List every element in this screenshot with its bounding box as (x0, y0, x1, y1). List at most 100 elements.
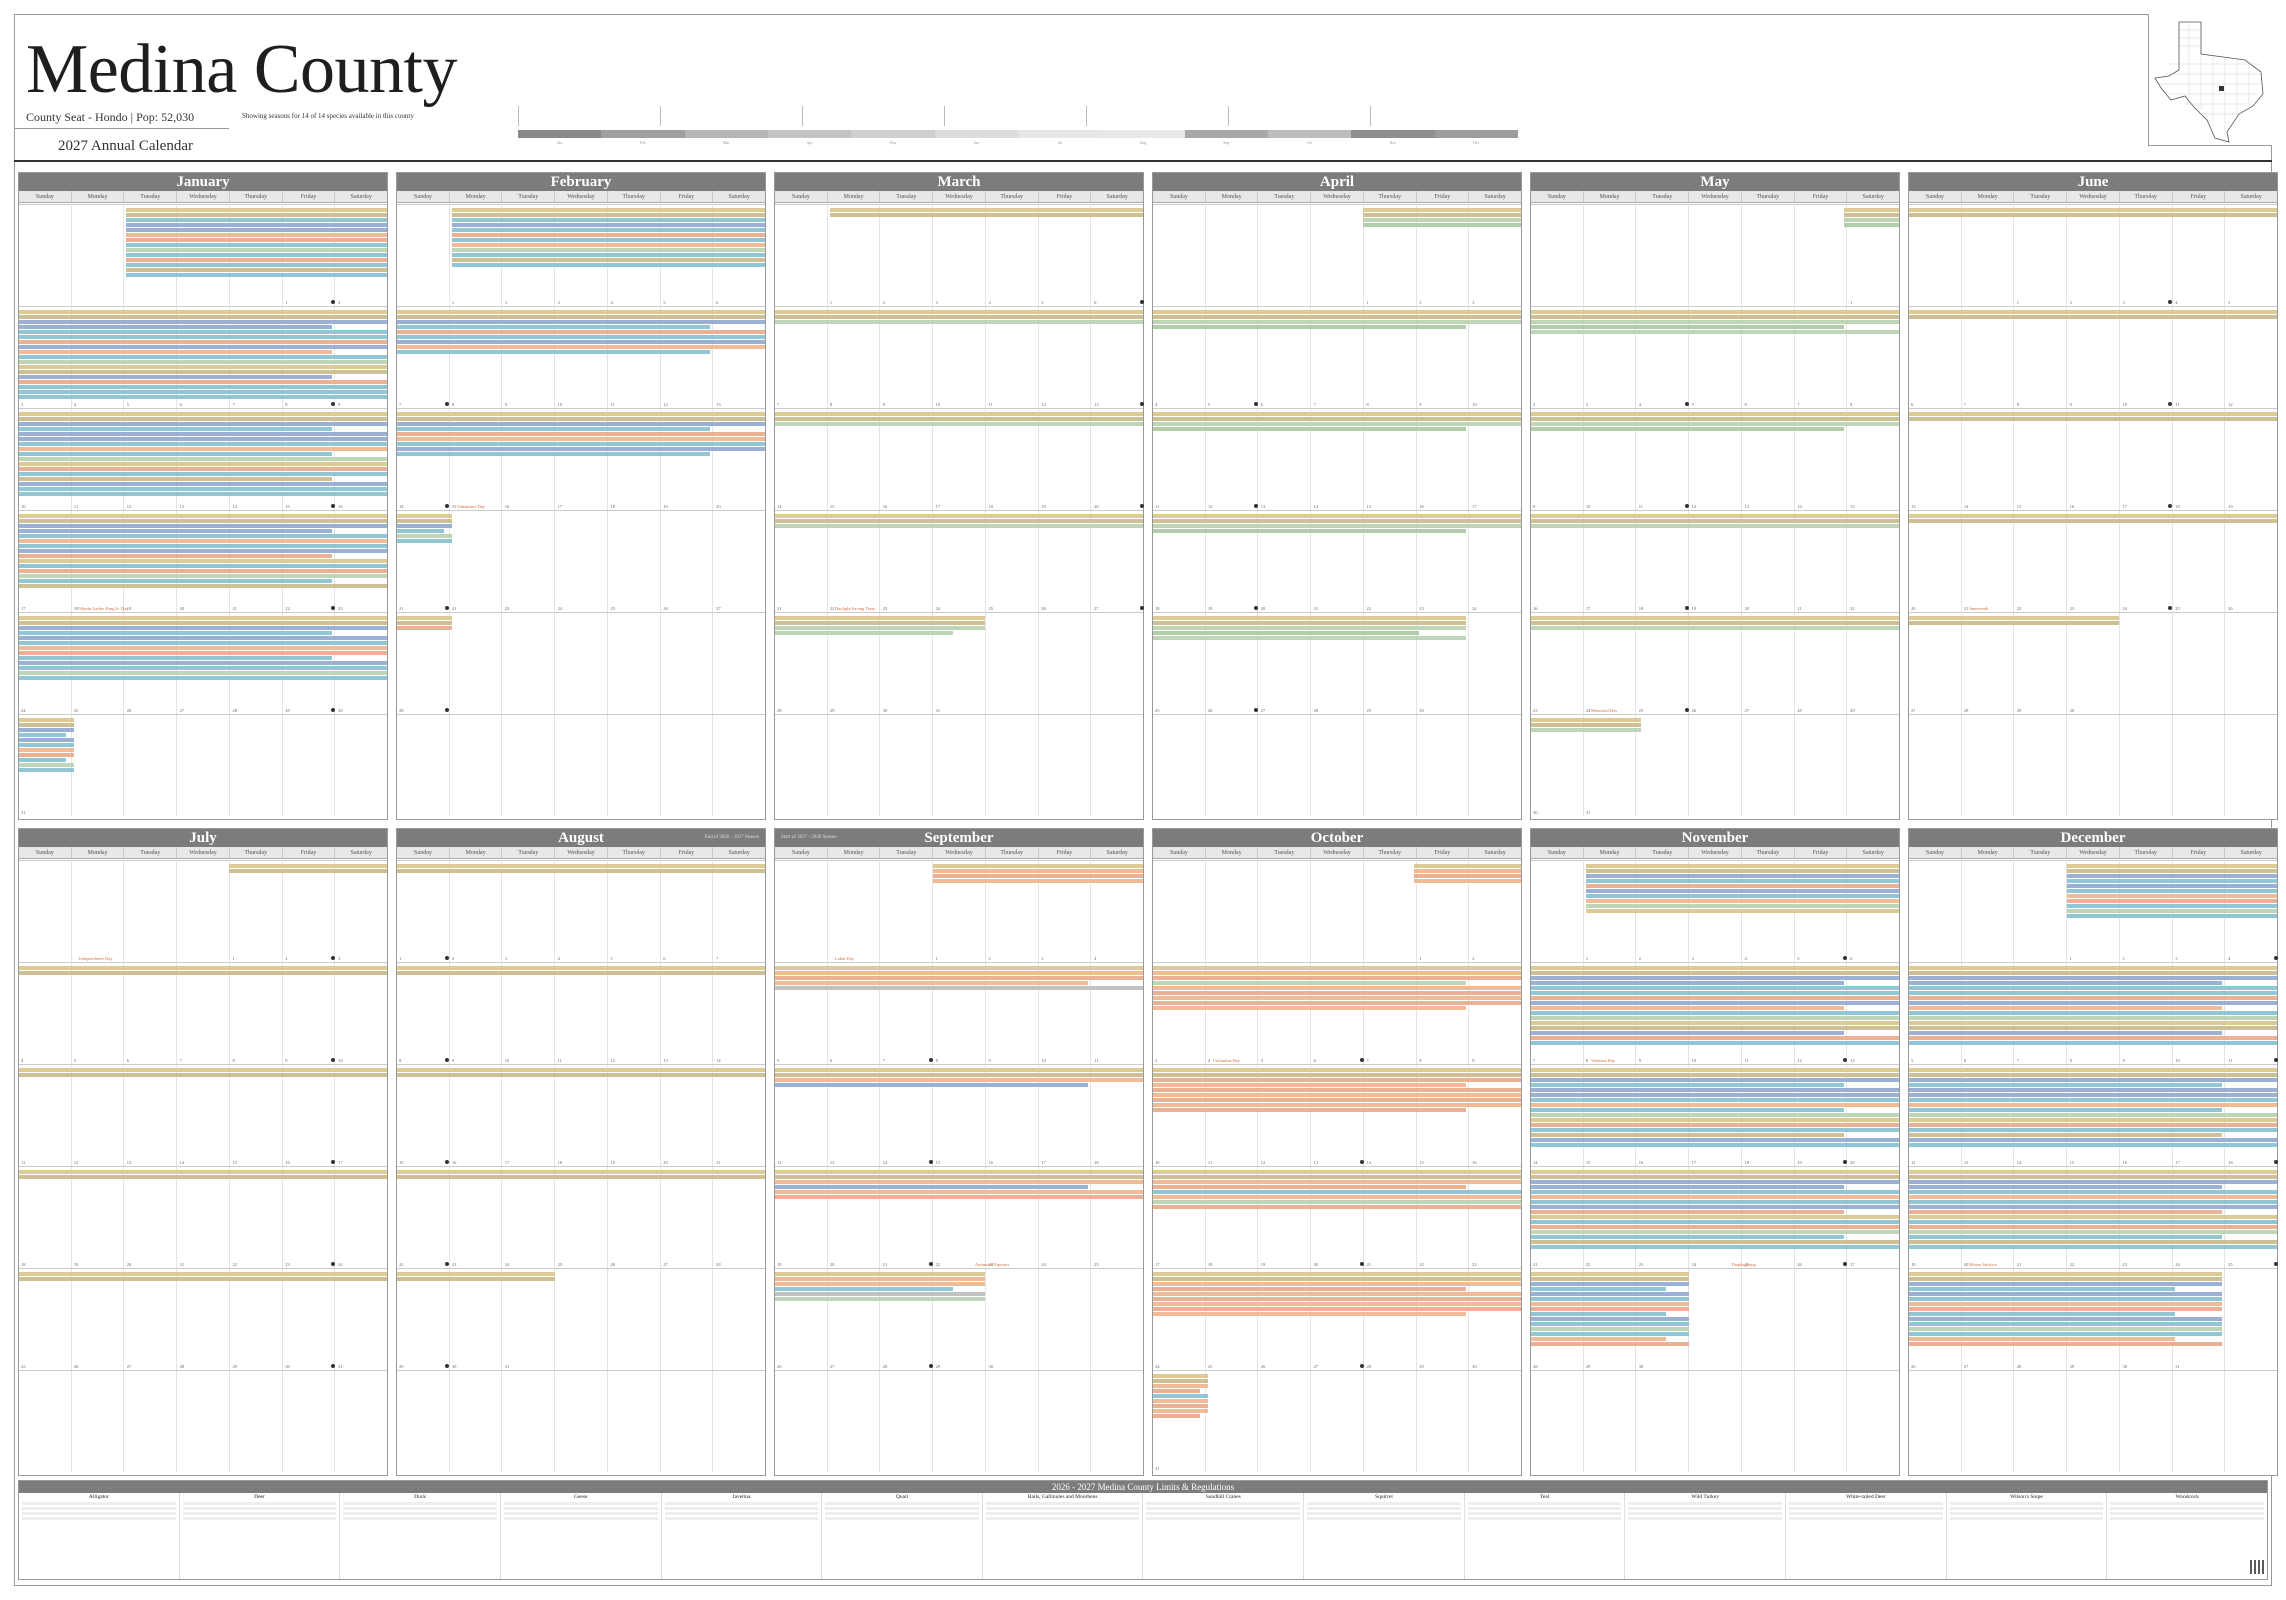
timeline-segment (934, 130, 1018, 138)
day-number: 10 (504, 1058, 510, 1063)
season-bar (1414, 874, 1521, 878)
regulation-column: Deer (178, 1493, 340, 1579)
day-number: 27 (126, 1364, 132, 1369)
day-number: 27 (1963, 1364, 1969, 1369)
weekday-label: Tuesday (1257, 191, 1310, 202)
moon-phase-icon (1140, 606, 1145, 610)
season-bar (1153, 996, 1521, 1000)
weekday-label: Thursday (1362, 191, 1416, 202)
season-bar (397, 412, 765, 416)
species-legend (518, 106, 1518, 156)
moon-phase-icon (445, 402, 449, 406)
day-number: 2 (338, 300, 341, 305)
timeline-segment (1101, 130, 1185, 138)
weekday-label: Monday (448, 191, 502, 202)
day-number: 16 (1638, 1160, 1644, 1165)
season-bar (1909, 1245, 2277, 1249)
day-number: 26 (1797, 1262, 1802, 1267)
regulation-species: Geese (574, 1494, 588, 1500)
season-bar (1153, 626, 1466, 630)
season-bar (1531, 310, 1899, 314)
season-bar (1153, 325, 1466, 329)
regulation-line (343, 1502, 497, 1505)
regulation-line (1467, 1517, 1622, 1520)
season-bar (452, 228, 765, 232)
day-number: 21 (399, 606, 404, 611)
day-number: 5 (2228, 300, 2231, 305)
season-bar (1909, 1312, 2175, 1316)
month-june: June Sunday Monday Tuesday Wednesday Thursday… (1908, 172, 2278, 820)
day-number: 9 (451, 1058, 455, 1063)
month-title: February (397, 173, 765, 191)
season-bar (19, 355, 387, 359)
regulation-line (343, 1517, 497, 1520)
day-number: 25 (1207, 1364, 1213, 1369)
regulation-line (343, 1512, 497, 1515)
season-bar (1531, 1215, 1899, 1219)
season-bar (1586, 894, 1899, 898)
season-bar (1153, 1200, 1521, 1204)
day-number: 11 (2175, 402, 2180, 407)
season-bar (1153, 1083, 1466, 1087)
day-number: 26 (663, 606, 668, 611)
week-row (775, 1370, 1143, 1472)
day-number: 20 (126, 1262, 132, 1267)
day-number: 23 (1638, 1262, 1644, 1267)
weekday-label: Tuesday (123, 191, 176, 202)
season-bar (1153, 1272, 1521, 1276)
moon-phase-icon (1140, 402, 1145, 406)
season-bar (2067, 869, 2277, 873)
week-row: 17 18 19 20 21 22 23 (1153, 1166, 1521, 1268)
season-bar (775, 519, 1143, 523)
season-bar (1909, 1195, 2277, 1199)
month-name: October (1310, 830, 1364, 846)
week-row: 12 13 14 15 16 17 18 (775, 1064, 1143, 1166)
season-bar (1153, 1175, 1521, 1179)
regulation-column: Duck (339, 1493, 500, 1579)
season-bar (1909, 1175, 2277, 1179)
day-number: 30 (882, 708, 888, 713)
weekday-label: Saturday (1090, 847, 1143, 858)
season-bar (2067, 909, 2277, 913)
weekday-label: Thursday (228, 191, 282, 202)
season-bar (1531, 1078, 1899, 1082)
week-row: 4 5 6 7 8 9 10 (19, 962, 387, 1064)
season-bar (1909, 1235, 2222, 1239)
day-number: 4 (557, 956, 560, 961)
day-number: 30 (1472, 1364, 1477, 1369)
season-bar (1531, 1031, 1844, 1035)
week-row: 20 21 22 23 24 25 26 Juneteenth (1909, 510, 2277, 612)
season-bar (1531, 315, 1899, 319)
season-bar (19, 626, 387, 630)
season-bar (1909, 616, 2119, 620)
season-bar (2067, 864, 2277, 868)
season-bar (1153, 1282, 1521, 1286)
day-number: 1 (285, 300, 288, 305)
week-row: 6 7 8 9 10 11 12 (1909, 306, 2277, 408)
season-bar (19, 417, 387, 421)
week-row: 10 11 12 13 14 15 16 (19, 408, 387, 510)
timeline-label: Jan (556, 140, 563, 145)
weekday-label: Tuesday (1635, 191, 1688, 202)
day-number: 14 (777, 504, 782, 509)
season-bar (1153, 514, 1521, 518)
day-number: 1 (829, 300, 833, 305)
day-number: 22 (1585, 1262, 1591, 1267)
weekday-label: Friday (1037, 191, 1091, 202)
timeline-segment (601, 130, 685, 138)
season-bar (775, 1190, 1143, 1194)
season-bar (452, 218, 765, 222)
day-number: 4 (1638, 402, 1641, 407)
day-number: 21 (1963, 606, 1969, 611)
season-bar (1531, 1021, 1899, 1025)
weekday-label: Tuesday (879, 191, 932, 202)
day-number: 28 (777, 708, 782, 713)
season-bar (1153, 621, 1466, 625)
season-bar (1153, 529, 1466, 533)
season-bar (1909, 1123, 2277, 1127)
season-bar (1153, 320, 1521, 324)
day-number: 5 (663, 300, 666, 305)
weekday-header: Sunday Monday Tuesday Wednesday Thursday Frid… (397, 191, 765, 203)
moon-phase-icon (2168, 504, 2173, 508)
day-number: 16 (2069, 504, 2075, 509)
